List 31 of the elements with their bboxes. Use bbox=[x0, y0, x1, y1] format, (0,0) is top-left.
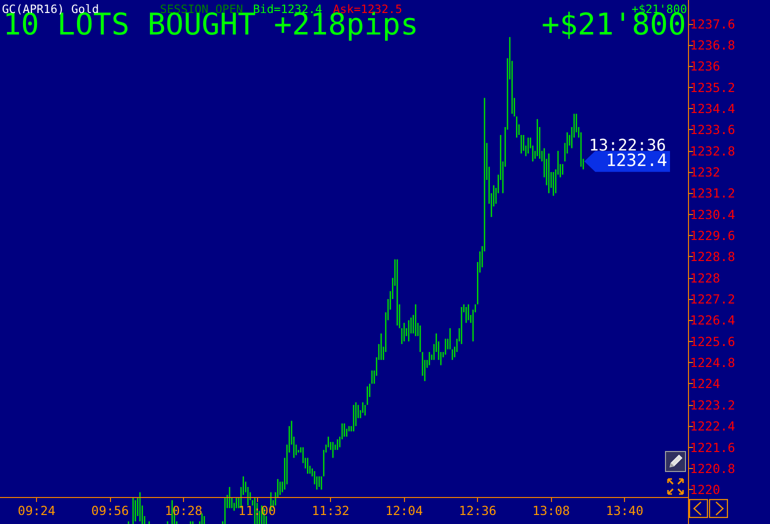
y-tick-label: 1232.8 bbox=[690, 143, 736, 158]
y-tick-label: 1228 bbox=[690, 270, 720, 286]
y-tick-label: 1223.2 bbox=[690, 397, 736, 412]
y-tick-label: 1220.8 bbox=[690, 460, 736, 476]
x-tick-label: 09:24 bbox=[18, 503, 56, 518]
y-tick-label: 1230.4 bbox=[690, 206, 736, 222]
y-tick-label: 1236 bbox=[690, 58, 720, 74]
y-tick-label: 1235.2 bbox=[690, 80, 736, 95]
x-tick-label: 12:04 bbox=[385, 503, 423, 518]
y-tick-label: 1234.4 bbox=[690, 101, 736, 116]
y-tick-label: 1231.2 bbox=[690, 186, 736, 201]
y-tick-label: 1222.4 bbox=[690, 418, 736, 434]
x-tick-label: 13:08 bbox=[532, 503, 570, 518]
y-tick-label: 1226.4 bbox=[690, 312, 736, 328]
y-tick-label: 1232 bbox=[690, 164, 720, 180]
y-tick-label: 1229.6 bbox=[690, 228, 736, 244]
y-tick-label: 1224.8 bbox=[690, 355, 736, 370]
y-tick-label: 1237.6 bbox=[690, 16, 736, 32]
y-tick-label: 1221.6 bbox=[690, 440, 736, 455]
y-tick-label: 1220 bbox=[690, 482, 720, 498]
y-tick-label: 1233.6 bbox=[690, 122, 736, 138]
x-tick-label: 11:32 bbox=[312, 503, 350, 518]
x-tick-label: 09:56 bbox=[91, 503, 129, 518]
y-tick-label: 1228.8 bbox=[690, 249, 736, 264]
annotation: 1232.4 bbox=[584, 150, 670, 172]
y-tick-label: 1224 bbox=[690, 376, 720, 392]
y-tick-label: 1227.2 bbox=[690, 292, 736, 307]
x-tick-label: 13:40 bbox=[606, 503, 644, 518]
y-tick-label: 1225.6 bbox=[690, 334, 736, 349]
y-tick-label: 1236.8 bbox=[690, 37, 736, 52]
x-tick-label: 12:36 bbox=[458, 503, 496, 518]
